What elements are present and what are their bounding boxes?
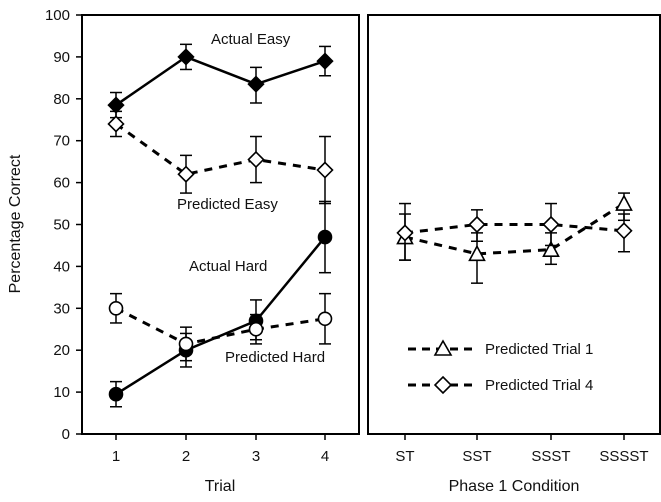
point-predicted-trial-1-3 — [542, 240, 560, 257]
y-tick-label-90: 90 — [53, 49, 70, 66]
left-y-ticks: 0 10 20 30 40 50 60 70 80 90 100 — [45, 7, 82, 443]
point-predicted-trial-4-3 — [542, 215, 560, 234]
series-actual-easy — [107, 43, 334, 119]
series-line-predicted-easy — [115, 122, 326, 176]
series-predicted-trial-4 — [396, 202, 633, 261]
x-tick-label-left-4: 4 — [321, 448, 329, 465]
point-predicted-hard-1 — [108, 300, 124, 316]
annotation-predicted-hard: Predicted Hard — [225, 349, 325, 366]
legend: Predicted Trial 1 Predicted Trial 4 — [408, 339, 593, 395]
annotation-actual-easy: Actual Easy — [211, 31, 291, 48]
point-predicted-trial-4-2 — [468, 215, 486, 234]
x-tick-label-right-sssst: SSSST — [599, 448, 648, 465]
x-tick-label-left-1: 1 — [112, 448, 120, 465]
point-actual-easy-2 — [177, 48, 195, 66]
series-actual-hard — [108, 200, 333, 408]
point-predicted-trial-4-4 — [615, 222, 633, 240]
point-actual-hard-4 — [317, 229, 333, 245]
x-axis-title-left: Trial — [205, 478, 236, 495]
point-predicted-hard-2 — [178, 336, 194, 352]
point-predicted-trial-4-1 — [396, 224, 414, 242]
series-line-predicted-trial-4 — [404, 223, 625, 235]
series-predicted-hard — [108, 292, 333, 362]
y-tick-label-30: 30 — [53, 300, 70, 317]
point-predicted-trial-1-4 — [615, 194, 633, 211]
left-panel: 0 10 20 30 40 50 60 70 80 90 100 1 2 3 4 Trial Percen… — [7, 7, 360, 495]
legend-label-predicted-trial-1: Predicted Trial 1 — [485, 341, 593, 358]
point-predicted-trial-1-2 — [468, 244, 486, 262]
x-tick-label-left-3: 3 — [252, 448, 260, 465]
point-predicted-easy-1 — [107, 115, 125, 133]
y-tick-label-40: 40 — [53, 258, 70, 275]
x-tick-label-left-2: 2 — [182, 448, 190, 465]
right-x-ticks: ST SST SSST SSSST — [395, 434, 649, 465]
point-predicted-hard-3 — [248, 321, 264, 337]
y-axis-title: Percentage Correct — [7, 154, 24, 293]
y-tick-label-80: 80 — [53, 91, 70, 108]
y-tick-label-20: 20 — [53, 342, 70, 359]
point-actual-easy-3 — [247, 75, 265, 93]
x-tick-label-right-st: ST — [395, 448, 414, 465]
series-line-actual-hard — [115, 236, 326, 396]
right-panel-frame — [367, 14, 661, 435]
x-tick-label-right-sst: SST — [462, 448, 491, 465]
point-predicted-easy-2 — [177, 165, 195, 183]
annotation-predicted-easy: Predicted Easy — [177, 196, 278, 213]
point-predicted-easy-3 — [247, 150, 265, 169]
y-tick-label-60: 60 — [53, 175, 70, 192]
x-axis-title-right: Phase 1 Condition — [449, 478, 580, 495]
y-tick-label-50: 50 — [53, 217, 70, 234]
right-plot-area — [396, 192, 633, 284]
legend-item-predicted-trial-1: Predicted Trial 1 — [408, 339, 593, 358]
series-line-predicted-trial-1 — [404, 202, 625, 256]
point-predicted-easy-4 — [316, 161, 334, 179]
annotation-actual-hard: Actual Hard — [189, 258, 267, 275]
series-predicted-easy — [107, 110, 334, 205]
point-actual-hard-1 — [108, 386, 124, 402]
left-x-ticks: 1 2 3 4 — [112, 434, 329, 465]
series-line-actual-easy — [115, 55, 326, 107]
y-tick-label-70: 70 — [53, 133, 70, 150]
point-predicted-hard-4 — [317, 311, 333, 327]
point-actual-easy-1 — [107, 96, 125, 114]
legend-label-predicted-trial-4: Predicted Trial 4 — [485, 377, 593, 394]
series-predicted-trial-1 — [396, 192, 633, 284]
y-tick-label-100: 100 — [45, 7, 70, 24]
series-line-predicted-hard — [115, 306, 326, 346]
legend-marker-triangle — [433, 339, 453, 356]
x-tick-label-right-ssst: SSST — [531, 448, 570, 465]
left-plot-area — [107, 43, 334, 408]
right-panel: ST SST SSST SSSST Phase 1 Condition Predict… — [367, 14, 661, 495]
y-tick-label-10: 10 — [53, 384, 70, 401]
legend-item-predicted-trial-4: Predicted Trial 4 — [408, 375, 593, 395]
y-tick-label-0: 0 — [62, 426, 70, 443]
left-panel-frame — [81, 14, 360, 435]
point-actual-easy-4 — [316, 52, 334, 70]
legend-marker-diamond — [433, 375, 453, 395]
